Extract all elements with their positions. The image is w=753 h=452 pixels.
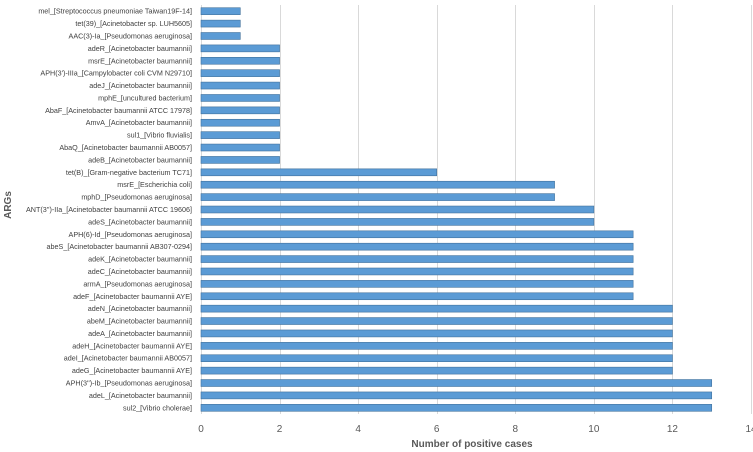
x-tick-label: 6 bbox=[434, 424, 440, 435]
x-axis-title: Number of positive cases bbox=[411, 439, 533, 450]
y-axis-title: ARGs bbox=[3, 191, 14, 219]
category-label: AbaF_[Acinetobacter baumannii ATCC 17978… bbox=[45, 106, 192, 115]
category-label: armA_[Pseudomonas aeruginosa] bbox=[83, 279, 192, 288]
bar bbox=[200, 205, 595, 214]
category-label: mphE_[uncultured bacterium] bbox=[98, 93, 192, 102]
category-label: sul1_[Vibrio fluvialis] bbox=[127, 131, 192, 140]
category-label: APH(3'')-Ib_[Pseudomonas aeruginosa] bbox=[66, 379, 192, 388]
bar bbox=[200, 292, 634, 301]
category-label: AAC(3)-Ia_[Pseudomonas aeruginosa] bbox=[69, 31, 192, 40]
category-label: ANT(3'')-IIa_[Acinetobacter baumannii AT… bbox=[26, 205, 192, 214]
bar bbox=[200, 7, 241, 15]
bar bbox=[200, 143, 280, 152]
category-label: adeA_[Acinetobacter baumannii] bbox=[88, 329, 192, 338]
bar bbox=[200, 317, 673, 325]
bar bbox=[200, 329, 673, 338]
category-label: adeG_[Acinetobacter baumannii AYE] bbox=[72, 366, 192, 375]
x-tick-label: 14 bbox=[745, 424, 753, 435]
category-label: adeC_[Acinetobacter baumannii] bbox=[88, 267, 192, 276]
bar bbox=[200, 379, 713, 387]
bar bbox=[200, 366, 673, 375]
category-label: adeR_[Acinetobacter baumannii] bbox=[88, 44, 192, 53]
category-label: abeS_[Acinetobacter baumannii AB307-0294… bbox=[47, 242, 192, 251]
x-tick-labels: 0 2 4 6 8 10 12 14 bbox=[198, 424, 753, 435]
bar bbox=[200, 354, 673, 362]
bar bbox=[200, 19, 241, 28]
bar bbox=[200, 81, 280, 90]
x-tick-label: 10 bbox=[588, 424, 600, 435]
bar bbox=[200, 44, 280, 53]
bar bbox=[200, 118, 280, 127]
category-label: msrE_[Acinetobacter baumannii] bbox=[88, 56, 192, 65]
bar bbox=[200, 218, 595, 226]
category-label: tet(39)_[Acinetobacter sp. LUH5605] bbox=[75, 19, 192, 28]
bar bbox=[200, 304, 673, 313]
bar bbox=[200, 280, 634, 288]
bar bbox=[200, 267, 634, 276]
category-label: adeJ_[Acinetobacter baumannii] bbox=[89, 81, 192, 90]
category-label: adeI_[Acinetobacter baumannii AB0057] bbox=[64, 354, 192, 363]
category-label: adeF_[Acinetobacter baumannii AYE] bbox=[73, 292, 192, 301]
x-tick-label: 0 bbox=[198, 424, 204, 435]
category-label: AmvA_[Acinetobacter baumannii] bbox=[86, 118, 192, 127]
category-label: AbaQ_[Acinetobacter baumannii AB0057] bbox=[59, 143, 192, 152]
category-label: adeS_[Acinetobacter baumannii] bbox=[88, 217, 192, 226]
bar bbox=[200, 131, 280, 139]
bar bbox=[200, 255, 634, 263]
category-label: adeB_[Acinetobacter baumannii] bbox=[88, 155, 192, 164]
bar bbox=[200, 404, 713, 412]
bar bbox=[200, 106, 280, 115]
bar bbox=[200, 391, 713, 400]
bars bbox=[200, 7, 713, 412]
category-label: adeL_[Acinetobacter baumannii] bbox=[89, 391, 192, 400]
x-tick-label: 12 bbox=[667, 424, 679, 435]
bar bbox=[200, 69, 280, 77]
bar bbox=[200, 156, 280, 164]
bar bbox=[200, 180, 555, 189]
category-label: mphD_[Pseudomonas aeruginosa] bbox=[81, 193, 192, 202]
bar bbox=[200, 230, 634, 239]
category-label: adeH_[Acinetobacter baumannii AYE] bbox=[72, 341, 192, 350]
category-label: adeK_[Acinetobacter baumannii] bbox=[88, 255, 192, 264]
category-label: abeM_[Acinetobacter baumannii] bbox=[87, 317, 192, 326]
x-tick-label: 2 bbox=[277, 424, 283, 435]
category-label: adeN_[Acinetobacter baumannii] bbox=[88, 304, 192, 313]
bar bbox=[200, 32, 241, 40]
bar bbox=[200, 168, 438, 177]
bar bbox=[200, 57, 280, 65]
category-label: APH(6)-Id_[Pseudomonas aeruginosa] bbox=[69, 230, 192, 239]
category-label: tet(B)_[Gram-negative bacterium TC71] bbox=[66, 168, 192, 177]
category-label: sul2_[Vibrio cholerae] bbox=[123, 403, 192, 412]
x-tick-label: 8 bbox=[513, 424, 519, 435]
category-label: APH(3')-IIIa_[Campylobacter coli CVM N29… bbox=[40, 69, 192, 78]
category-label: msrE_[Escherichia coli] bbox=[117, 180, 192, 189]
bar bbox=[200, 342, 673, 350]
bar bbox=[200, 193, 555, 201]
category-labels: mel_[Streptococcus pneumoniae Taiwan19F-… bbox=[26, 7, 192, 413]
category-label: mel_[Streptococcus pneumoniae Taiwan19F-… bbox=[38, 7, 192, 16]
bar bbox=[200, 94, 280, 102]
bar bbox=[200, 242, 634, 251]
x-tick-label: 4 bbox=[355, 424, 361, 435]
